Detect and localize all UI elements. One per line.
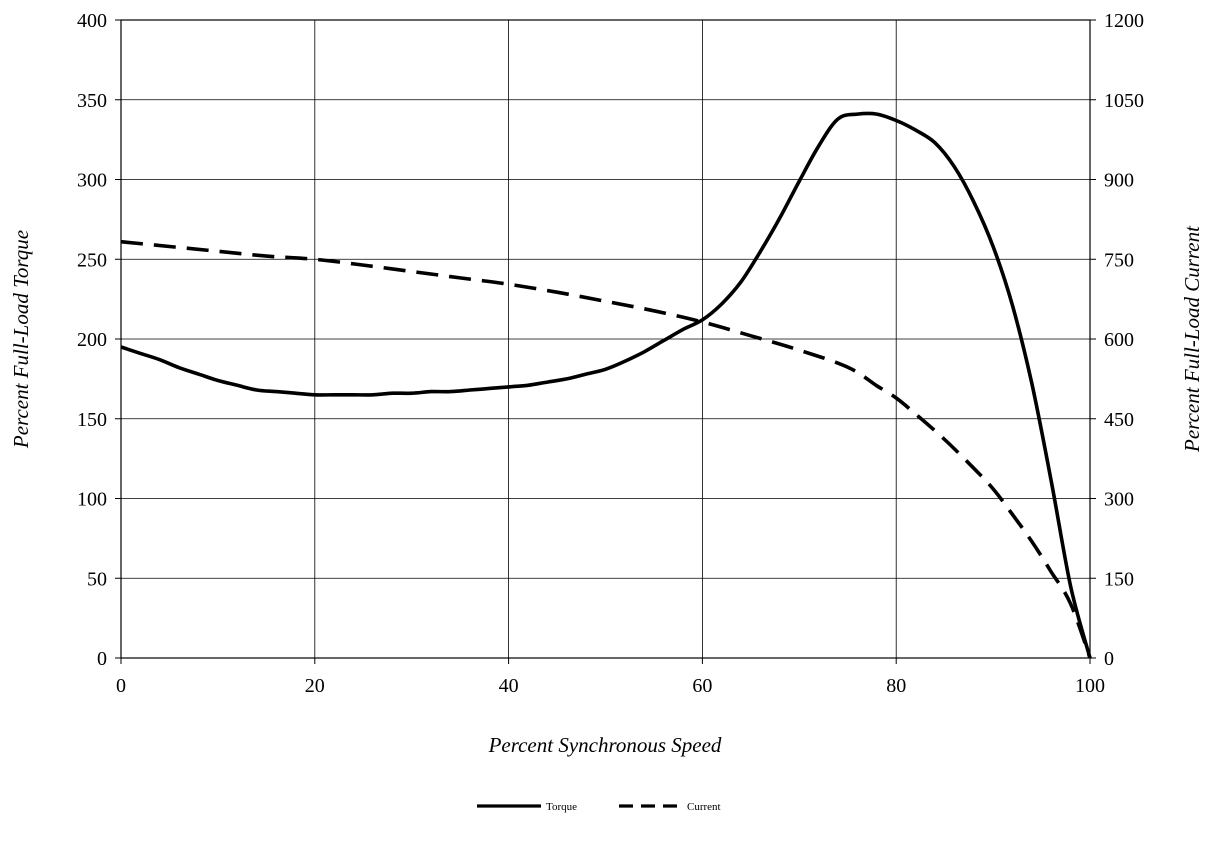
x-tick-label: 40 [499, 675, 519, 697]
left-y-tick-label: 400 [77, 10, 107, 32]
x-tick-labels: 0 20 40 60 80 100 [116, 658, 1105, 697]
x-tick-label: 80 [886, 675, 906, 697]
series-line-current [120, 239, 1092, 659]
right-y-tick-label: 1200 [1104, 10, 1144, 32]
x-tick-label: 100 [1075, 675, 1105, 697]
left-y-tick-label: 250 [77, 249, 107, 271]
right-y-tick-label: 150 [1104, 568, 1134, 590]
x-tick-label: 60 [692, 675, 712, 697]
x-axis-title: Percent Synchronous Speed [488, 733, 722, 757]
left-y-tick-label: 150 [77, 409, 107, 431]
left-y-tick-label: 50 [87, 568, 107, 590]
left-y-tick-label: 200 [77, 329, 107, 351]
legend-torque-label: Torque [546, 801, 577, 813]
series-layer [120, 111, 1092, 659]
right-y-tick-label: 900 [1104, 170, 1134, 192]
grid-lines [121, 20, 1090, 658]
legend-current-label: Current [687, 801, 721, 813]
left-y-tick-label: 100 [77, 489, 107, 511]
right-y-tick-label: 600 [1104, 329, 1134, 351]
x-tick-label: 20 [305, 675, 325, 697]
left-y-tick-label: 300 [77, 170, 107, 192]
left-y-tick-label: 0 [97, 648, 107, 670]
left-y-axis-title: Percent Full-Load Torque [9, 230, 33, 449]
left-y-tick-labels: 0 50 100 150 200 250 300 350 400 [77, 10, 121, 670]
left-y-tick-label: 350 [77, 90, 107, 112]
right-y-tick-label: 450 [1104, 409, 1134, 431]
right-y-tick-label: 300 [1104, 489, 1134, 511]
series-line-torque [120, 111, 1092, 659]
right-y-axis-title: Percent Full-Load Current [1180, 225, 1204, 453]
right-y-tick-labels: 0 150 300 450 600 750 900 1050 1200 [1090, 10, 1144, 670]
legend: Torque Current [477, 801, 721, 813]
x-tick-label: 0 [116, 675, 126, 697]
right-y-tick-label: 750 [1104, 249, 1134, 271]
right-y-tick-label: 1050 [1104, 90, 1144, 112]
right-y-tick-label: 0 [1104, 648, 1114, 670]
